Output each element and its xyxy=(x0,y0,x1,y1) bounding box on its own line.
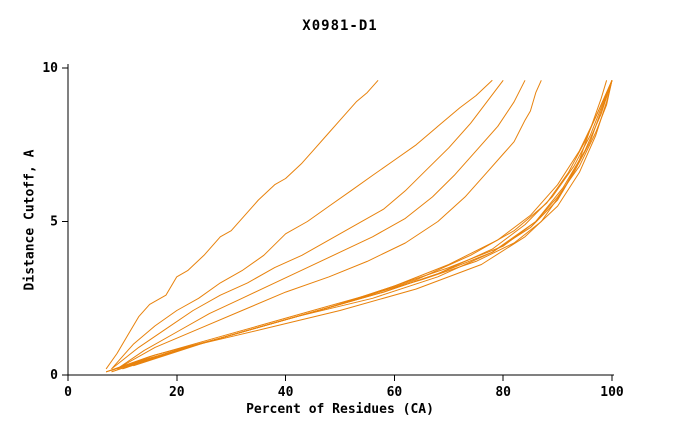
series-line-model-12 xyxy=(105,80,613,373)
x-tick-label: 60 xyxy=(387,385,403,400)
x-tick-label: 20 xyxy=(169,385,185,400)
series-line-model-03 xyxy=(111,79,504,370)
series-line-model-02 xyxy=(111,79,493,370)
x-axis-label: Percent of Residues (CA) xyxy=(246,402,434,417)
y-tick-label: 0 xyxy=(50,368,58,383)
x-tick-label: 100 xyxy=(600,385,624,400)
y-tick-label: 5 xyxy=(50,215,58,230)
series-line-model-06 xyxy=(105,80,608,373)
chart-title: X0981-D1 xyxy=(302,18,378,34)
y-tick-label: 10 xyxy=(42,61,58,76)
x-tick-label: 0 xyxy=(64,385,72,400)
series-line-model-05 xyxy=(122,80,542,367)
x-tick-label: 40 xyxy=(278,385,294,400)
series-line-model-01 xyxy=(105,79,379,370)
x-tick-label: 80 xyxy=(495,385,511,400)
series-line-model-04 xyxy=(116,80,526,370)
y-axis-label: Distance Cutoff, A xyxy=(22,149,38,291)
series-line-model-13 xyxy=(111,80,613,371)
